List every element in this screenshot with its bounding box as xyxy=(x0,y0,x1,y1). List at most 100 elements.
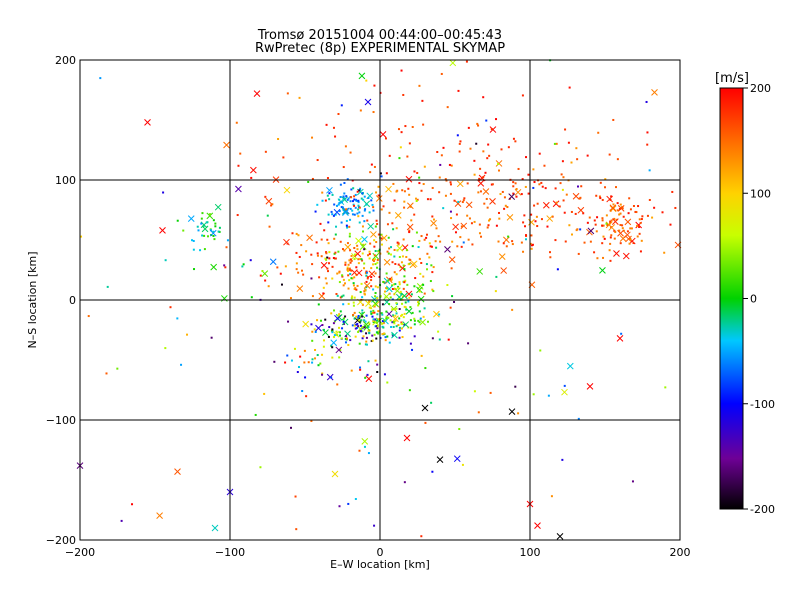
scatter-point-dot xyxy=(373,245,376,248)
scatter-point-dot xyxy=(389,319,392,322)
scatter-point-dot xyxy=(409,342,412,345)
scatter-point-dot xyxy=(638,232,641,235)
scatter-point-dot xyxy=(389,296,392,299)
scatter-point-dot xyxy=(334,135,337,138)
scatter-point-dot xyxy=(387,236,390,239)
scatter-point-dot xyxy=(536,202,539,205)
scatter-point-x xyxy=(612,218,619,225)
scatter-point-dot xyxy=(543,164,546,167)
scatter-point-dot xyxy=(249,259,252,262)
scatter-point-dot xyxy=(415,231,418,234)
scatter-point-dot xyxy=(430,401,433,404)
scatter-point-dot xyxy=(357,215,360,218)
scatter-point-dot xyxy=(388,341,391,344)
scatter-point-dot xyxy=(422,123,425,126)
scatter-point-dot xyxy=(326,270,329,273)
scatter-point-dot xyxy=(376,313,379,316)
scatter-point-dot xyxy=(413,317,416,320)
scatter-point-dot xyxy=(485,119,488,122)
scatter-point-dot xyxy=(339,334,342,337)
scatter-point-dot xyxy=(368,257,371,260)
scatter-point-dot xyxy=(567,141,570,144)
scatter-point-dot xyxy=(214,222,217,225)
scatter-point-dot xyxy=(353,296,356,299)
scatter-point-dot xyxy=(344,145,347,148)
scatter-point-dot xyxy=(368,253,371,256)
scatter-point-dot xyxy=(291,232,294,235)
scatter-point-dot xyxy=(356,190,359,193)
scatter-point-dot xyxy=(383,373,386,376)
scatter-point-dot xyxy=(299,355,302,358)
scatter-point-dot xyxy=(351,324,354,327)
scatter-point-dot xyxy=(402,287,405,290)
scatter-point-x xyxy=(405,290,413,298)
scatter-point-dot xyxy=(372,206,375,209)
scatter-point-dot xyxy=(637,205,640,208)
scatter-point-dot xyxy=(465,60,468,63)
scatter-point-x xyxy=(344,243,352,251)
scatter-point-dot xyxy=(338,210,341,213)
scatter-point-dot xyxy=(383,332,386,335)
scatter-point-dot xyxy=(327,335,330,338)
scatter-point-dot xyxy=(350,254,353,257)
scatter-point-dot xyxy=(505,245,508,248)
scatter-point-dot xyxy=(270,204,273,207)
scatter-point-dot xyxy=(568,224,571,227)
scatter-point-dot xyxy=(373,254,376,257)
scatter-point-dot xyxy=(398,255,401,258)
scatter-point-dot xyxy=(478,232,481,235)
scatter-point-dot xyxy=(324,199,327,202)
scatter-point-dot xyxy=(401,313,404,316)
scatter-point-dot xyxy=(304,376,307,379)
scatter-point-dot xyxy=(365,336,368,339)
scatter-point-dot xyxy=(385,272,388,275)
scatter-point-dot xyxy=(482,96,485,99)
scatter-point-dot xyxy=(368,322,371,325)
scatter-point-dot xyxy=(561,458,564,461)
scatter-point-dot xyxy=(391,334,394,337)
scatter-point-dot xyxy=(271,203,274,206)
scatter-point-dot xyxy=(395,312,398,315)
scatter-point-dot xyxy=(446,106,449,109)
scatter-point-x xyxy=(460,222,468,230)
scatter-point-dot xyxy=(386,287,389,290)
scatter-point-dot xyxy=(311,295,314,298)
scatter-point-dot xyxy=(311,361,314,364)
scatter-point-dot xyxy=(416,198,419,201)
scatter-point-dot xyxy=(413,170,416,173)
scatter-point-dot xyxy=(374,225,377,228)
scatter-point-dot xyxy=(663,251,666,254)
scatter-point-dot xyxy=(176,317,179,320)
scatter-point-dot xyxy=(477,411,480,414)
scatter-point-dot xyxy=(363,209,366,212)
scatter-point-dot xyxy=(338,505,341,508)
scatter-point-dot xyxy=(349,272,352,275)
scatter-point-dot xyxy=(367,325,370,328)
scatter-point-x xyxy=(498,253,506,260)
scatter-point-x xyxy=(370,231,377,238)
scatter-point-dot xyxy=(671,190,674,193)
y-tick-label: 200 xyxy=(55,54,76,67)
scatter-point-dot xyxy=(580,185,583,188)
scatter-point-dot xyxy=(586,221,589,224)
scatter-point-dot xyxy=(461,463,464,466)
scatter-point-dot xyxy=(368,306,371,309)
scatter-point-dot xyxy=(478,223,481,226)
scatter-point-dot xyxy=(432,218,435,221)
scatter-point-dot xyxy=(363,445,366,448)
scatter-point-dot xyxy=(180,363,183,366)
scatter-point-dot xyxy=(606,223,609,226)
scatter-point-dot xyxy=(314,331,317,334)
scatter-point-dot xyxy=(459,140,462,143)
scatter-point-dot xyxy=(192,239,195,242)
scatter-point-dot xyxy=(352,304,355,307)
scatter-point-dot xyxy=(391,333,394,336)
scatter-point-dot xyxy=(331,328,334,331)
scatter-point-dot xyxy=(355,198,358,201)
scatter-point-dot xyxy=(366,277,369,280)
scatter-point-dot xyxy=(334,257,337,260)
scatter-point-x xyxy=(436,456,444,463)
scatter-point-dot xyxy=(512,181,515,184)
scatter-point-x xyxy=(209,229,217,237)
scatter-point-dot xyxy=(480,235,483,238)
